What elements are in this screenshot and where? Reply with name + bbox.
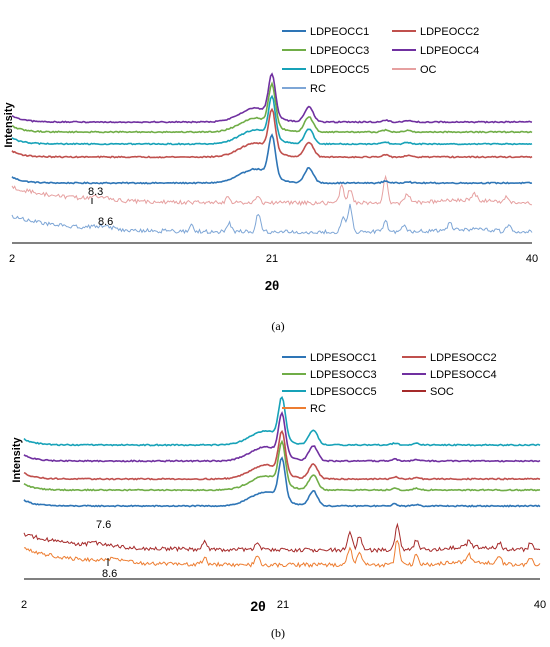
panel-b-legend-label-soc: SOC bbox=[430, 386, 454, 398]
panel-b-xtick-1: 21 bbox=[277, 599, 289, 611]
panel-a-xtick-2: 40 bbox=[526, 253, 538, 265]
panel-b-series-ldpesocc2 bbox=[23, 429, 541, 481]
panel-a-series-oc bbox=[11, 174, 533, 207]
panel-b-series-ldpesocc4 bbox=[23, 410, 541, 463]
panel-a-series-ldpeocc5 bbox=[11, 94, 533, 146]
panel-b-legend-label-ldpesocc2: LDPESOCC2 bbox=[430, 352, 497, 364]
panel-a-legend-label-ldpeocc3: LDPEOCC3 bbox=[310, 45, 369, 57]
panel-b-legend-label-ldpesocc4: LDPESOCC4 bbox=[430, 369, 497, 381]
panel-a-x-label: 2θ bbox=[265, 278, 279, 293]
panel-a-legend-label-ldpeocc1: LDPEOCC1 bbox=[310, 26, 369, 38]
panel-a-xtick-1: 21 bbox=[266, 253, 278, 265]
panel-a-series-ldpeocc4 bbox=[11, 72, 533, 124]
panel-a-series-ldpeocc2 bbox=[11, 107, 533, 159]
panel-b-series-ldpesocc3 bbox=[23, 439, 541, 492]
panel-a-xtick-0: 2 bbox=[9, 253, 15, 265]
panel-a-series-ldpeocc3 bbox=[11, 81, 533, 134]
panel-a-y-label: Intensity bbox=[3, 102, 15, 148]
panel-b-series-soc bbox=[23, 522, 541, 554]
panel-b-x-label: 2θ bbox=[250, 598, 265, 614]
panel-b-legend-label-ldpesocc1: LDPESOCC1 bbox=[310, 352, 377, 364]
panel-a-legend-label-ldpeocc5: LDPEOCC5 bbox=[310, 64, 369, 76]
panel-b-caption: (b) bbox=[271, 626, 285, 640]
panel-a-legend-label-ldpeocc4: LDPEOCC4 bbox=[420, 45, 479, 57]
panel-b-xtick-2: 40 bbox=[534, 599, 546, 611]
panel-b-legend-label-rc: RC bbox=[310, 403, 326, 415]
panel-b-y-label: Intensity bbox=[11, 437, 23, 483]
panel-b-traces bbox=[23, 395, 541, 569]
panel-a-series-rc bbox=[11, 203, 533, 235]
panel-b-legend: LDPESOCC1 LDPESOCC2 LDPESOCC3 LDPESOCC4 LDPE… bbox=[282, 352, 497, 415]
panel-a-annotation-0: 8.3 bbox=[88, 186, 103, 198]
panel-b-annotation-0: 7.6 bbox=[96, 519, 111, 531]
panel-b-series-rc bbox=[23, 539, 541, 569]
panel-b-xtick-0: 2 bbox=[21, 599, 27, 611]
chart-panel-a: 2 21 40 2θ Intensity 8.3 8.6 LDPEOCC1 LDP… bbox=[3, 26, 538, 293]
panel-a-legend-label-rc: RC bbox=[310, 83, 326, 95]
panel-a-series-ldpeocc1 bbox=[11, 133, 533, 185]
panel-a-legend: LDPEOCC1 LDPEOCC2 LDPEOCC3 LDPEOCC4 LDPEOCC5… bbox=[282, 26, 479, 95]
chart-panel-b: 2 21 40 2θ Intensity 7.6 8.6 LDPESOCC1 LD… bbox=[11, 352, 546, 614]
panel-b-series-ldpesocc1 bbox=[23, 456, 541, 508]
panel-a-legend-label-ldpeocc2: LDPEOCC2 bbox=[420, 26, 479, 38]
panel-b-series-ldpesocc5 bbox=[23, 395, 541, 447]
panel-a-caption: (a) bbox=[271, 319, 284, 333]
panel-a-legend-label-oc: OC bbox=[420, 64, 437, 76]
panel-b-annotation-1: 8.6 bbox=[102, 568, 117, 580]
panel-a-traces bbox=[11, 72, 533, 235]
panel-b-legend-label-ldpesocc3: LDPESOCC3 bbox=[310, 369, 377, 381]
panel-a-annotation-1: 8.6 bbox=[98, 216, 113, 228]
panel-b-legend-label-ldpesocc5: LDPESOCC5 bbox=[310, 386, 377, 398]
